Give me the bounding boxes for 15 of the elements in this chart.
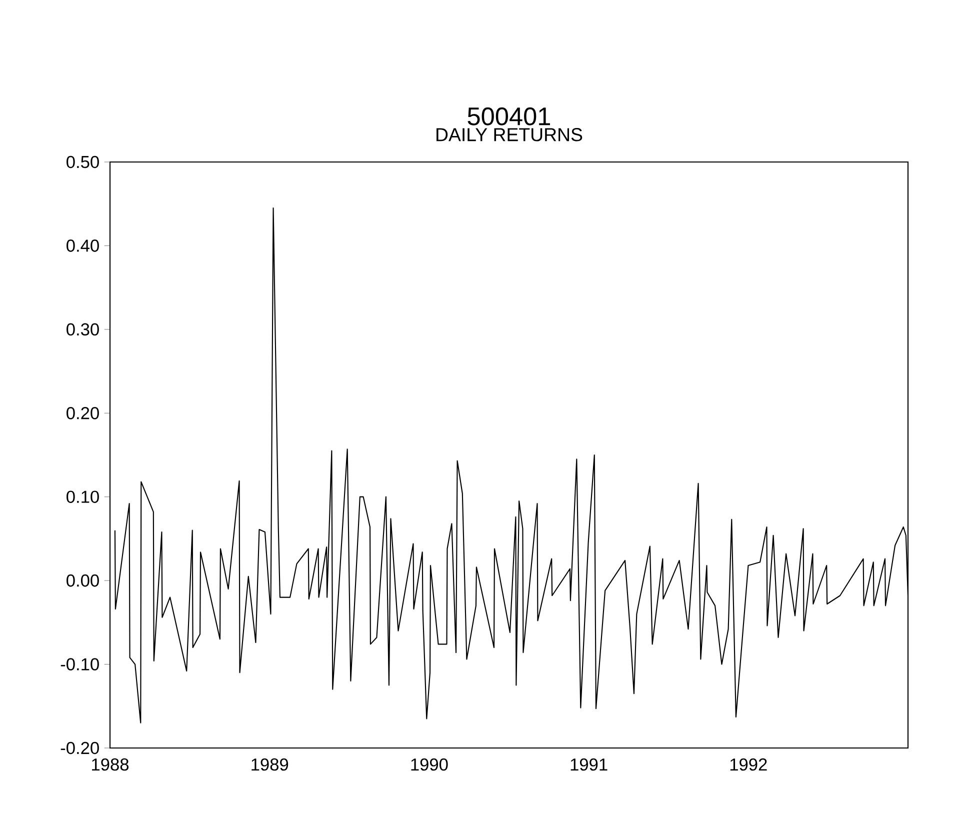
y-tick-label: 0.40 — [66, 240, 99, 252]
x-tick-label: 1989 — [252, 758, 288, 771]
y-tick-label: 0.50 — [66, 156, 99, 168]
y-tick-label: 0.10 — [66, 490, 99, 503]
y-tick-label: -0.10 — [60, 658, 99, 670]
y-tick-label: 0.00 — [66, 574, 99, 587]
x-tick-label: 1988 — [92, 758, 129, 771]
y-tick-label: 0.20 — [66, 406, 99, 420]
chart-title: 500401 — [468, 107, 550, 126]
y-tick-label: -0.20 — [60, 742, 99, 754]
x-tick-label: 1991 — [570, 758, 608, 771]
x-tick-label: 1992 — [730, 758, 767, 771]
chart-subtitle: DAILY RETURNS — [436, 128, 582, 142]
y-tick-label: 0.30 — [66, 323, 99, 336]
x-tick-label: 1990 — [411, 758, 448, 771]
